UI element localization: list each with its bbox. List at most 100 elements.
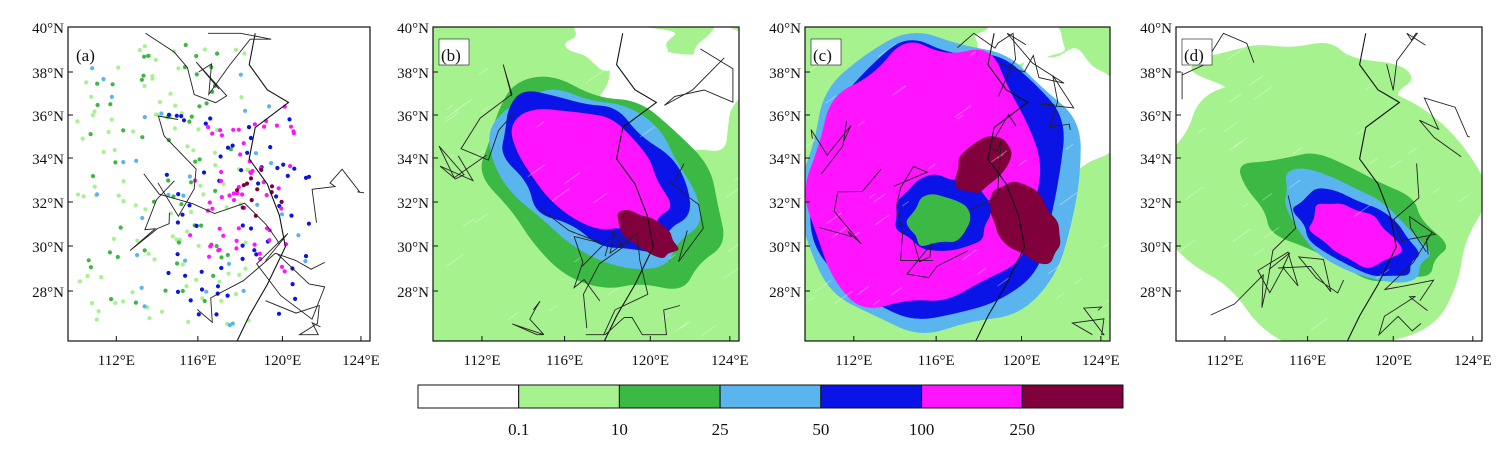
lon-tick-label: 124°E — [1082, 353, 1120, 369]
field-streak — [877, 43, 897, 58]
station-dot — [135, 238, 140, 243]
field-streak — [1105, 298, 1110, 303]
station-dot — [184, 284, 189, 289]
field-streak — [806, 296, 815, 303]
station-dot — [303, 259, 308, 264]
station-dot — [175, 252, 180, 257]
station-dot — [248, 170, 253, 175]
station-dot — [197, 157, 202, 162]
station-dot — [218, 178, 224, 183]
lon-tick-label: 120°E — [1374, 353, 1412, 369]
station-dot — [95, 192, 100, 197]
station-dot — [213, 188, 218, 193]
lat-tick-label: 28°N — [397, 285, 429, 301]
field-streak — [1434, 326, 1443, 333]
field-contour — [1309, 203, 1402, 268]
lat-tick-label: 36°N — [1140, 109, 1172, 125]
station-dot — [245, 150, 250, 155]
station-dot — [99, 275, 104, 280]
station-dot — [106, 129, 111, 135]
field-streak — [1229, 93, 1242, 103]
field-streak — [989, 150, 1008, 164]
field-streak — [478, 67, 489, 76]
station-dot — [267, 238, 272, 243]
field-streak — [1471, 93, 1482, 102]
province-boundary — [819, 168, 882, 245]
station-dot — [243, 240, 248, 245]
station-dot — [210, 131, 215, 136]
field-streak — [1429, 30, 1437, 37]
station-dot — [196, 312, 201, 317]
station-dot — [168, 211, 173, 216]
station-dot — [288, 164, 293, 169]
station-dot — [231, 198, 237, 203]
station-dot — [142, 44, 147, 49]
station-dot — [234, 246, 239, 251]
station-dot — [101, 149, 106, 155]
field-streak — [892, 85, 906, 96]
panel-label: (c) — [810, 38, 842, 66]
field-streak — [1099, 135, 1110, 144]
station-dot — [242, 51, 247, 56]
station-dot — [290, 282, 295, 287]
station-dot — [254, 252, 259, 257]
station-dot — [296, 233, 301, 238]
station-dot — [217, 279, 222, 284]
province-boundary — [1278, 256, 1345, 294]
station-dot — [153, 112, 159, 117]
province-boundary — [1210, 195, 1297, 316]
station-dot — [139, 77, 144, 82]
station-dot — [121, 128, 126, 133]
station-dot — [248, 176, 254, 181]
station-dot — [276, 311, 282, 316]
colorbar-swatch — [417, 384, 520, 409]
field-streak — [1264, 226, 1280, 239]
station-dot — [231, 191, 236, 196]
field-streak — [1369, 158, 1378, 165]
panel-d: (d) 40°N 38°N 36°N 34°N 32°N 30°N 28°N 112°E 116°… — [1140, 21, 1491, 369]
station-dot — [225, 145, 231, 150]
panel-c: (c) 40°N 38°N 36°N 34°N 32°N 30°N 28°N 112°E 116°… — [769, 21, 1120, 369]
field-streak — [593, 192, 608, 204]
station-dot — [240, 256, 245, 261]
field-streak — [1056, 292, 1065, 300]
svg-text:(c): (c) — [813, 46, 832, 65]
station-dot — [219, 298, 224, 303]
field-streak — [446, 104, 454, 111]
field-streak — [890, 286, 903, 296]
lat-tick-label: 30°N — [769, 240, 801, 256]
panel-label: (d) — [1181, 38, 1213, 66]
station-dot — [175, 220, 180, 225]
station-dot — [75, 192, 81, 197]
field-streak — [474, 212, 489, 223]
station-dot — [150, 76, 155, 81]
lat-tick-label: 34°N — [769, 152, 801, 168]
field-contour — [617, 209, 679, 259]
station-dot — [194, 72, 199, 77]
station-dot — [77, 279, 83, 284]
field-streak — [675, 321, 689, 332]
province-boundary — [668, 163, 704, 262]
lat-tick-label: 40°N — [1140, 21, 1172, 37]
station-dot — [252, 122, 257, 127]
lat-tick-label: 30°N — [397, 240, 429, 256]
station-dot — [164, 172, 169, 177]
field-streak — [723, 267, 739, 279]
field-streak — [957, 114, 964, 120]
station-dot — [282, 269, 287, 274]
station-dot — [142, 304, 147, 309]
station-dot — [293, 296, 298, 301]
station-dot — [187, 174, 192, 179]
station-dot — [90, 66, 95, 71]
station-dot — [90, 174, 96, 179]
station-dot — [121, 179, 126, 184]
province-boundary — [460, 64, 514, 161]
station-dot — [196, 127, 201, 132]
station-dot — [113, 300, 118, 305]
lon-tick-label: 116°E — [179, 353, 216, 369]
station-dot — [95, 102, 100, 108]
station-dot — [189, 209, 194, 214]
lat-tick-label: 40°N — [769, 21, 801, 37]
station-dot — [107, 250, 112, 255]
field-streak — [834, 290, 853, 304]
